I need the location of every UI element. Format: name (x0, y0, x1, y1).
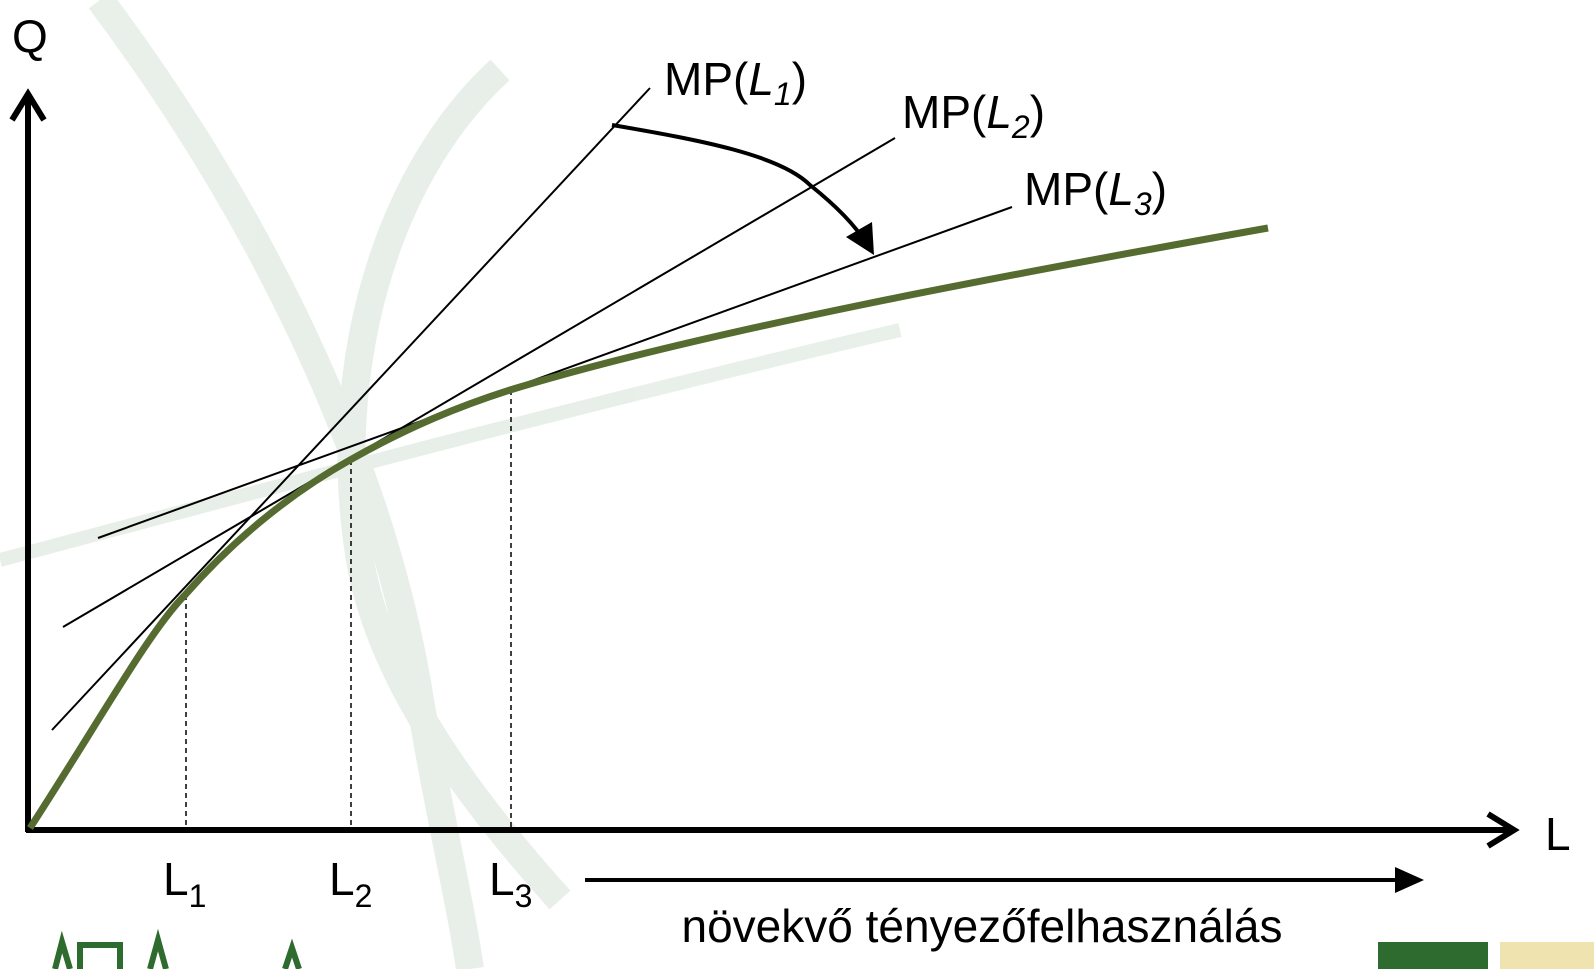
tangent-label-var: L (1108, 163, 1134, 215)
tangent-label-sub: 2 (1011, 109, 1030, 145)
x-marker-main: L (163, 853, 189, 905)
logo-fragment (1500, 942, 1594, 969)
tangent-label-prefix: MP( (664, 53, 749, 105)
tangent-label-prefix: MP( (1024, 163, 1109, 215)
tangent-label-sub: 3 (1134, 186, 1152, 222)
tangent-label: MP(L2) (902, 86, 1045, 145)
tangent-label-prefix: MP( (902, 86, 987, 138)
x-marker-sub: 3 (515, 878, 533, 914)
production-curve (27, 224, 1269, 830)
caption-arrow-head (1395, 867, 1424, 893)
tangent-label: MP(L1) (664, 53, 807, 112)
x-marker-sub: 2 (355, 878, 373, 914)
tangent-label-suffix: ) (792, 53, 807, 105)
x-marker-label: L1 (163, 853, 206, 914)
caption: növekvő tényezőfelhasználás (682, 900, 1283, 952)
y-axis-label: Q (12, 10, 48, 62)
tangent-line (51, 87, 651, 731)
tangent-line (62, 137, 896, 628)
x-marker-label: L2 (329, 853, 372, 914)
x-axis-arrow (1486, 811, 1520, 849)
tangent-label-var: L (986, 86, 1012, 138)
tangent-label-suffix: ) (1152, 163, 1167, 215)
tangent-line (97, 206, 1013, 539)
curved-arrow-head (846, 222, 874, 255)
tangent-label: MP(L3) (1024, 163, 1167, 222)
x-marker-main: L (489, 853, 515, 905)
curved-arrow (611, 123, 868, 245)
tangent-label-suffix: ) (1030, 86, 1045, 138)
y-axis-arrow (9, 88, 47, 122)
x-axis-label: L (1545, 808, 1571, 860)
x-marker-label: L3 (489, 853, 532, 914)
x-marker-main: L (329, 853, 355, 905)
logo-fragment (1378, 942, 1488, 969)
tangent-label-sub: 1 (774, 76, 792, 112)
x-marker-sub: 1 (189, 878, 207, 914)
logo-fragment (52, 928, 302, 970)
tangent-label-var: L (748, 53, 774, 105)
watermark (0, 0, 902, 972)
